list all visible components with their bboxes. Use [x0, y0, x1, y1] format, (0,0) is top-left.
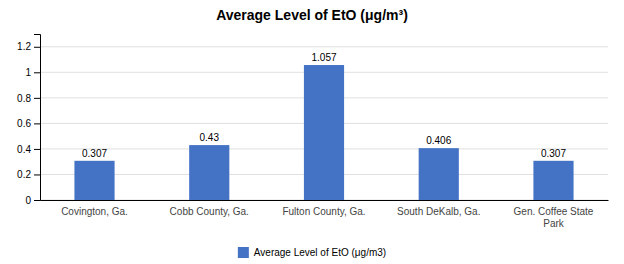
y-tick: 0.6 — [17, 118, 40, 129]
y-tick: 1.2 — [17, 41, 40, 52]
bars — [74, 65, 573, 200]
y-tick-label: 0.4 — [17, 144, 31, 155]
y-tick-label: 0 — [25, 195, 31, 206]
x-tick: Gen. Coffee StatePark — [514, 206, 594, 229]
bar — [74, 161, 114, 200]
y-tick-mark — [34, 47, 40, 48]
data-labels: 0.307 0.43 1.057 0.406 0.307 — [82, 52, 566, 159]
x-tick: Cobb County, Ga. — [170, 206, 249, 217]
x-tick: South DeKalb, Ga. — [397, 206, 480, 217]
x-axis-line — [41, 200, 609, 201]
legend: Average Level of EtO (μg/m3) — [238, 247, 386, 258]
grid-line — [40, 46, 608, 47]
legend-label: Average Level of EtO (μg/m3) — [254, 247, 386, 258]
y-tick-label: 0.2 — [17, 169, 31, 180]
chart: Average Level of EtO (μg/m³) 0 0.2 0.4 0.6 0.… — [0, 0, 624, 264]
data-label: 1.057 — [311, 52, 336, 63]
y-tick-label: 1.2 — [17, 41, 31, 52]
x-tick-label: Cobb County, Ga. — [170, 206, 249, 217]
y-tick-label: 1 — [25, 67, 31, 78]
y-tick-mark — [34, 98, 40, 99]
y-tick-label: 0.8 — [17, 93, 31, 104]
bar — [189, 145, 229, 200]
data-label: 0.406 — [426, 135, 451, 146]
y-tick: 0 — [25, 195, 40, 206]
data-label: 0.43 — [200, 132, 220, 143]
x-tick-label: Gen. Coffee StatePark — [514, 206, 594, 229]
data-label: 0.307 — [82, 148, 107, 159]
y-tick-mark — [34, 200, 40, 201]
y-tick-label: 0.6 — [17, 118, 31, 129]
x-axis: Covington, Ga. Cobb County, Ga. Fulton Cou… — [41, 201, 609, 229]
y-tick: 0.4 — [17, 144, 40, 155]
x-tick: Fulton County, Ga. — [282, 206, 365, 217]
x-tick-label: South DeKalb, Ga. — [397, 206, 480, 217]
legend-swatch — [238, 247, 249, 258]
y-tick-mark — [34, 123, 40, 124]
grid — [40, 47, 608, 200]
bar — [304, 65, 344, 200]
bar — [533, 161, 573, 200]
y-tick: 0.8 — [17, 93, 40, 104]
bar — [419, 148, 459, 200]
y-tick-mark — [34, 149, 40, 150]
title: Average Level of EtO (μg/m³) — [216, 7, 408, 23]
x-tick-label: Covington, Ga. — [61, 206, 128, 217]
y-tick-mark — [34, 72, 40, 73]
legend-item: Average Level of EtO (μg/m3) — [238, 247, 386, 258]
plot: 0 0.2 0.4 0.6 0.8 1 1.2 Covington, Ga. Cobb Coun… — [17, 35, 608, 229]
y-tick-mark — [34, 174, 40, 175]
y-axis: 0 0.2 0.4 0.6 0.8 1 1.2 — [17, 35, 40, 206]
y-tick: 0.2 — [17, 169, 40, 180]
x-tick-label: Fulton County, Ga. — [282, 206, 365, 217]
y-tick: 1 — [25, 67, 40, 78]
x-tick: Covington, Ga. — [61, 206, 128, 217]
data-label: 0.307 — [541, 148, 566, 159]
y-axis-line — [34, 35, 41, 201]
